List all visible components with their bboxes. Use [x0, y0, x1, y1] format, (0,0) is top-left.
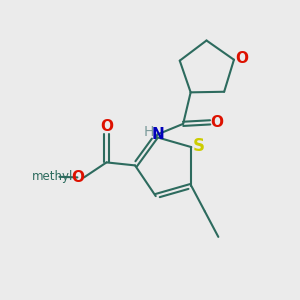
- Text: methyl: methyl: [32, 170, 74, 183]
- Text: H: H: [143, 125, 154, 139]
- Text: O: O: [210, 115, 223, 130]
- Text: O: O: [235, 51, 248, 66]
- Text: O: O: [71, 170, 84, 185]
- Text: S: S: [193, 136, 205, 154]
- Text: N: N: [151, 128, 164, 142]
- Text: O: O: [100, 119, 113, 134]
